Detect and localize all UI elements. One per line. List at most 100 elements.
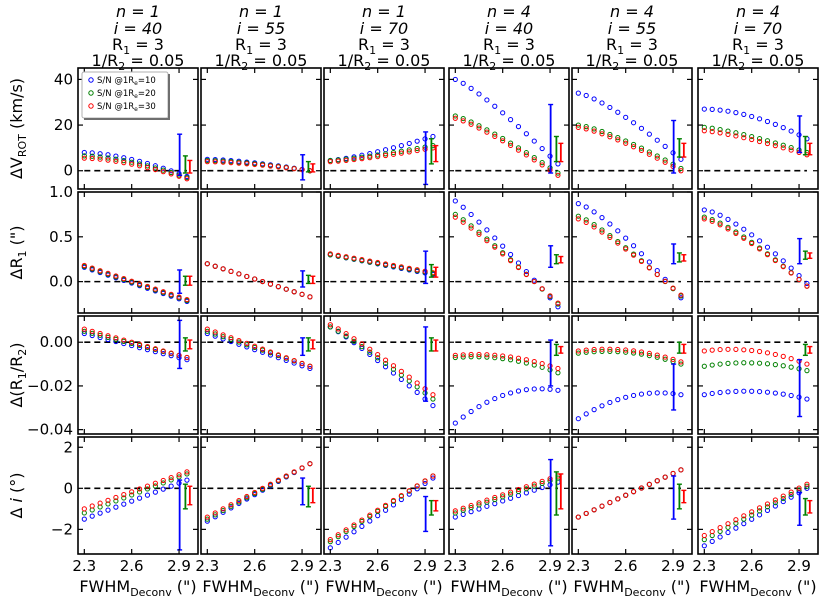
data-point [136,486,143,492]
data-point [414,486,420,492]
header-r1: R1 = 3 [235,35,287,57]
data-point [646,265,652,271]
data-point [430,402,436,409]
data-point [764,507,771,514]
data-point [113,494,119,501]
panel: −2 0 2 2.3 2.6 2.9 [51,436,199,575]
data-point [555,172,561,178]
error-bar [558,345,564,354]
header-r2: 1/R2 = 0.05 [92,51,185,73]
data-point [484,227,490,233]
data-point [599,346,605,352]
legend: S/N @1Re=10 S/N @1Re=20 S/N @1Re=30 [81,71,170,120]
data-point [709,125,715,131]
data-point [678,295,684,301]
data-point [414,267,420,273]
panel-frame [323,67,445,190]
data-point [709,216,715,223]
data-point [555,300,561,306]
data-point [764,361,771,367]
data-point [804,483,810,489]
data-point [343,331,349,337]
data-point [531,481,537,487]
data-point [460,219,466,225]
data-point [780,498,786,505]
error-bar [310,339,316,350]
data-point [717,534,723,540]
header-inclination: i = 40 [485,19,533,38]
legend-marker [88,90,94,96]
data-point [599,131,605,137]
data-point [152,165,158,171]
data-point [804,396,810,402]
x-tick-label: 2.3 [566,557,590,575]
data-point [351,156,357,163]
data-point [468,408,474,415]
data-point [121,155,127,161]
data-point [788,494,794,500]
panel: 0 20 40 [54,67,199,190]
data-point [452,354,458,361]
data-point [654,354,660,360]
data-point [460,505,466,511]
data-point [121,276,127,282]
data-point [531,483,537,489]
y-axis-label: Δ i (°) [7,472,26,518]
y-tick-label: 0 [63,162,73,180]
error-bar [428,138,434,165]
y-tick-label: 0 [63,479,73,497]
panel-frame [697,436,819,555]
header-sersic-index: n = 1 [362,2,406,21]
data-point [136,495,143,501]
data-point [398,143,404,149]
data-point [89,150,95,156]
data-point [630,144,637,150]
data-point [204,328,210,334]
data-point [335,326,341,332]
header-inclination: i = 55 [237,19,285,38]
data-point [484,97,490,103]
data-point [733,230,739,237]
data-point [523,486,529,492]
data-point [733,388,739,394]
error-bar [558,473,564,510]
x-axis-labels: FWHMDeconv (") FWHMDeconv (") FWHMDeconv (… [79,577,816,599]
data-point [523,150,529,156]
x-axis-label: FWHMDeconv (") [325,577,442,599]
panel: −0.04 −0.02 0.00 [27,315,199,439]
data-point [646,151,652,157]
panel-frame [323,436,445,555]
data-point [678,361,684,367]
data-point [725,108,731,114]
data-point [460,115,466,122]
data-point [670,356,676,362]
data-point [81,153,87,159]
legend-entry: S/N @1Re=20 [97,89,156,100]
data-point [523,357,529,363]
data-point [406,491,412,497]
data-point [468,502,474,509]
header-sersic-index: n = 4 [487,2,531,21]
data-point [630,392,637,399]
data-point [244,273,250,280]
data-point [638,147,645,154]
data-point [291,469,297,475]
data-point [152,166,158,173]
data-point [599,128,605,135]
data-point [788,356,794,362]
data-point [468,223,474,229]
data-point [136,161,143,167]
x-axis-label: FWHMDeconv (") [202,577,319,599]
data-point [236,341,242,347]
data-point [701,216,707,222]
data-point [788,270,794,276]
data-point [764,252,771,258]
error-bar [187,485,193,506]
data-point [452,211,458,218]
error-bar [187,159,193,174]
data-point [244,340,250,346]
data-point [184,176,190,182]
data-point [638,251,645,257]
data-point [460,414,466,420]
data-point [796,485,802,491]
